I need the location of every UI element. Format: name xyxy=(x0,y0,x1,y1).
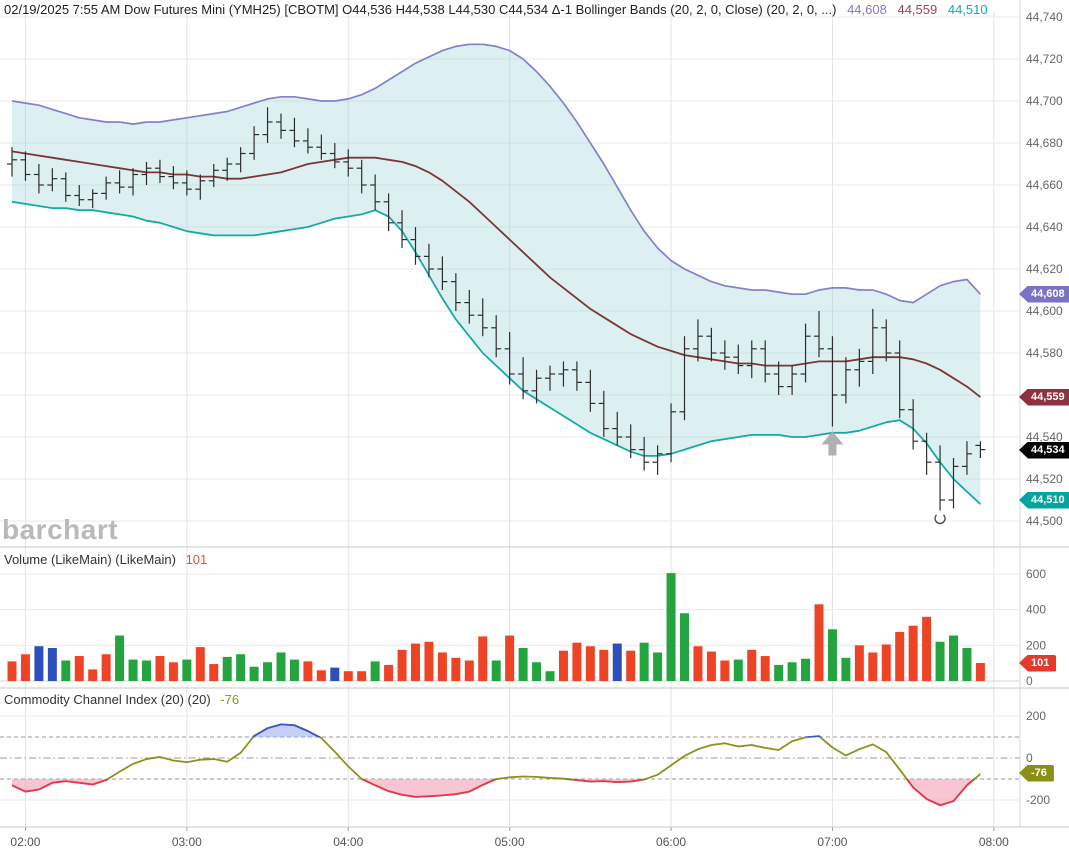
svg-text:400: 400 xyxy=(1026,603,1046,617)
svg-text:44,520: 44,520 xyxy=(1026,472,1063,486)
last-value-badge: 44,534 xyxy=(1019,441,1069,459)
up-arrow-annotation xyxy=(821,431,844,456)
svg-text:06:00: 06:00 xyxy=(656,835,686,849)
last-value-badge: 44,559 xyxy=(1019,388,1069,406)
last-value-badge: -76 xyxy=(1019,764,1054,782)
svg-text:200: 200 xyxy=(1026,638,1046,652)
svg-text:44,700: 44,700 xyxy=(1026,94,1063,108)
ohlc-summary-text: 02/19/2025 7:55 AM Dow Futures Mini (YMH… xyxy=(4,2,837,17)
bollinger-middle-value: 44,559 xyxy=(897,2,938,17)
svg-text:05:00: 05:00 xyxy=(495,835,525,849)
svg-text:600: 600 xyxy=(1026,567,1046,581)
svg-text:44,720: 44,720 xyxy=(1026,52,1063,66)
svg-text:-200: -200 xyxy=(1026,793,1050,807)
svg-text:0: 0 xyxy=(1026,751,1033,765)
svg-text:44,580: 44,580 xyxy=(1026,346,1063,360)
svg-text:44,500: 44,500 xyxy=(1026,514,1063,528)
svg-text:08:00: 08:00 xyxy=(979,835,1009,849)
svg-text:44,620: 44,620 xyxy=(1026,262,1063,276)
bollinger-lower-line xyxy=(11,200,982,505)
svg-text:44,660: 44,660 xyxy=(1026,178,1063,192)
volume-study-label: Volume (LikeMain) (LikeMain) xyxy=(4,552,176,567)
bollinger-lower-value: 44,510 xyxy=(947,2,988,17)
svg-text:44,680: 44,680 xyxy=(1026,136,1063,150)
volume-last-value: 101 xyxy=(185,552,208,567)
svg-text:200: 200 xyxy=(1026,709,1046,723)
svg-text:44,640: 44,640 xyxy=(1026,220,1063,234)
svg-text:44,740: 44,740 xyxy=(1026,10,1063,24)
open-circle-marker xyxy=(934,514,946,525)
svg-text:02:00: 02:00 xyxy=(10,835,40,849)
ohlc-bars xyxy=(7,107,986,511)
cci-overbought-line xyxy=(252,723,822,737)
volume-bars xyxy=(7,573,985,681)
last-value-badge: 101 xyxy=(1019,654,1057,672)
svg-text:0: 0 xyxy=(1026,674,1033,688)
cci-study-header[interactable]: Commodity Channel Index (20) (20) -76 xyxy=(4,692,239,707)
svg-text:44,540: 44,540 xyxy=(1026,430,1063,444)
bollinger-upper-value: 44,608 xyxy=(847,2,887,17)
last-value-badge: 44,510 xyxy=(1019,491,1069,509)
svg-text:44,600: 44,600 xyxy=(1026,304,1063,318)
cci-study-label: Commodity Channel Index (20) (20) xyxy=(4,692,211,707)
last-value-badge: 44,608 xyxy=(1019,285,1069,303)
svg-text:04:00: 04:00 xyxy=(333,835,363,849)
cci-last-value: -76 xyxy=(220,692,240,707)
svg-text:03:00: 03:00 xyxy=(172,835,202,849)
svg-text:07:00: 07:00 xyxy=(817,835,847,849)
bollinger-upper-line xyxy=(11,43,982,304)
chart-title-bar: 02/19/2025 7:55 AM Dow Futures Mini (YMH… xyxy=(4,2,988,17)
barchart-watermark: barchart xyxy=(2,514,119,545)
volume-study-header[interactable]: Volume (LikeMain) (LikeMain) 101 xyxy=(4,552,207,567)
